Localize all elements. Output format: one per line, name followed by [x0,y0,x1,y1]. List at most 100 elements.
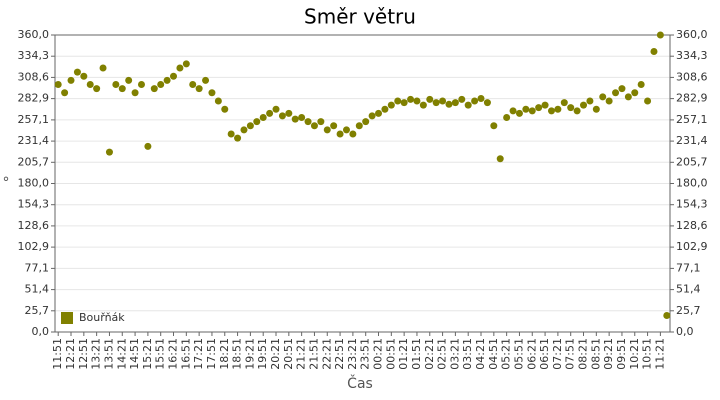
point [554,105,562,113]
point [355,122,363,130]
point [362,118,370,126]
point [567,104,575,112]
point [330,122,338,130]
point [381,105,389,113]
point [246,122,254,130]
chart-title: Směr větru [304,5,416,29]
y2-tick-label: 0,0 [676,325,694,338]
point [298,114,306,121]
point [656,31,664,39]
point [637,81,645,88]
point [612,89,620,97]
y2-tick-label: 180,0 [676,177,708,190]
y2-tick-label: 257,1 [676,113,708,126]
point [99,64,107,72]
x-tick-label: 00:21 [372,338,385,370]
point [618,85,626,93]
x-tick-label: 23:51 [359,338,372,370]
x-tick-label: 07:51 [564,338,577,370]
x-axis-label: Čas [347,374,373,392]
x-tick-label: 14:51 [128,338,141,370]
point [105,148,113,156]
x-tick-label: 11:51 [51,338,64,370]
point [471,97,479,105]
y-tick-label: 180,0 [18,177,50,190]
point [535,104,543,112]
x-tick-label: 09:21 [602,338,615,370]
y2-tick-label: 360,0 [676,28,708,41]
point [368,112,376,120]
x-tick-label: 00:51 [384,338,397,370]
point [214,97,222,105]
point [144,142,152,150]
point [259,114,267,121]
point [413,97,421,105]
y-tick-label: 308,6 [18,70,50,83]
point [483,99,491,107]
point [387,101,395,109]
y2-tick-label: 154,3 [676,198,708,211]
x-tick-label: 07:21 [551,338,564,370]
x-tick-label: 01:51 [410,338,423,370]
x-tick-label: 20:21 [269,338,282,370]
point [394,97,402,105]
y-tick-label: 154,3 [18,198,50,211]
x-tick-label: 02:21 [423,338,436,370]
point [266,109,274,117]
x-tick-label: 14:21 [115,338,128,370]
point [419,101,427,109]
y2-tick-label: 25,7 [676,304,701,317]
plot-border [54,34,671,333]
point [503,114,511,121]
x-tick-label: 03:21 [448,338,461,370]
point [407,95,415,103]
point [349,130,357,138]
y-tick-label: 77,1 [25,261,50,274]
point [458,95,466,103]
x-tick-label: 12:21 [64,338,77,370]
x-tick-label: 08:51 [589,338,602,370]
x-tick-label: 06:51 [538,338,551,370]
point [445,100,453,108]
point [560,99,568,107]
y2-tick-label: 128,6 [676,219,708,232]
point [227,130,235,138]
x-tick-label: 22:51 [333,338,346,370]
point [426,95,434,103]
x-tick-label: 06:21 [525,338,538,370]
x-tick-label: 11:21 [653,338,666,370]
x-tick-label: 22:21 [320,338,333,370]
x-tick-label: 17:51 [205,338,218,370]
point [573,107,581,115]
x-tick-label: 02:51 [436,338,449,370]
x-tick-label: 15:21 [141,338,154,370]
point [509,107,517,115]
x-tick-label: 01:21 [397,338,410,370]
point [400,99,408,107]
x-tick-label: 21:21 [295,338,308,370]
x-tick-label: 12:51 [77,338,90,370]
legend-label: Bouřňák [79,311,125,324]
x-tick-label: 10:21 [628,338,641,370]
x-tick-label: 10:51 [641,338,654,370]
x-tick-label: 19:21 [243,338,256,370]
point [54,81,62,88]
point [125,76,133,84]
y2-tick-label: 282,9 [676,92,708,105]
x-tick-label: 16:21 [167,338,180,370]
point [93,85,101,93]
point [528,107,536,115]
point [163,76,171,84]
point [73,68,81,76]
y2-tick-label: 77,1 [676,261,701,274]
x-tick-label: 20:51 [282,338,295,370]
point [150,85,158,93]
y2-tick-label: 231,4 [676,134,708,147]
point [631,89,639,97]
point [496,155,504,163]
point [118,85,126,93]
point [522,105,530,113]
point [586,97,594,105]
y-tick-label: 334,3 [18,49,50,62]
